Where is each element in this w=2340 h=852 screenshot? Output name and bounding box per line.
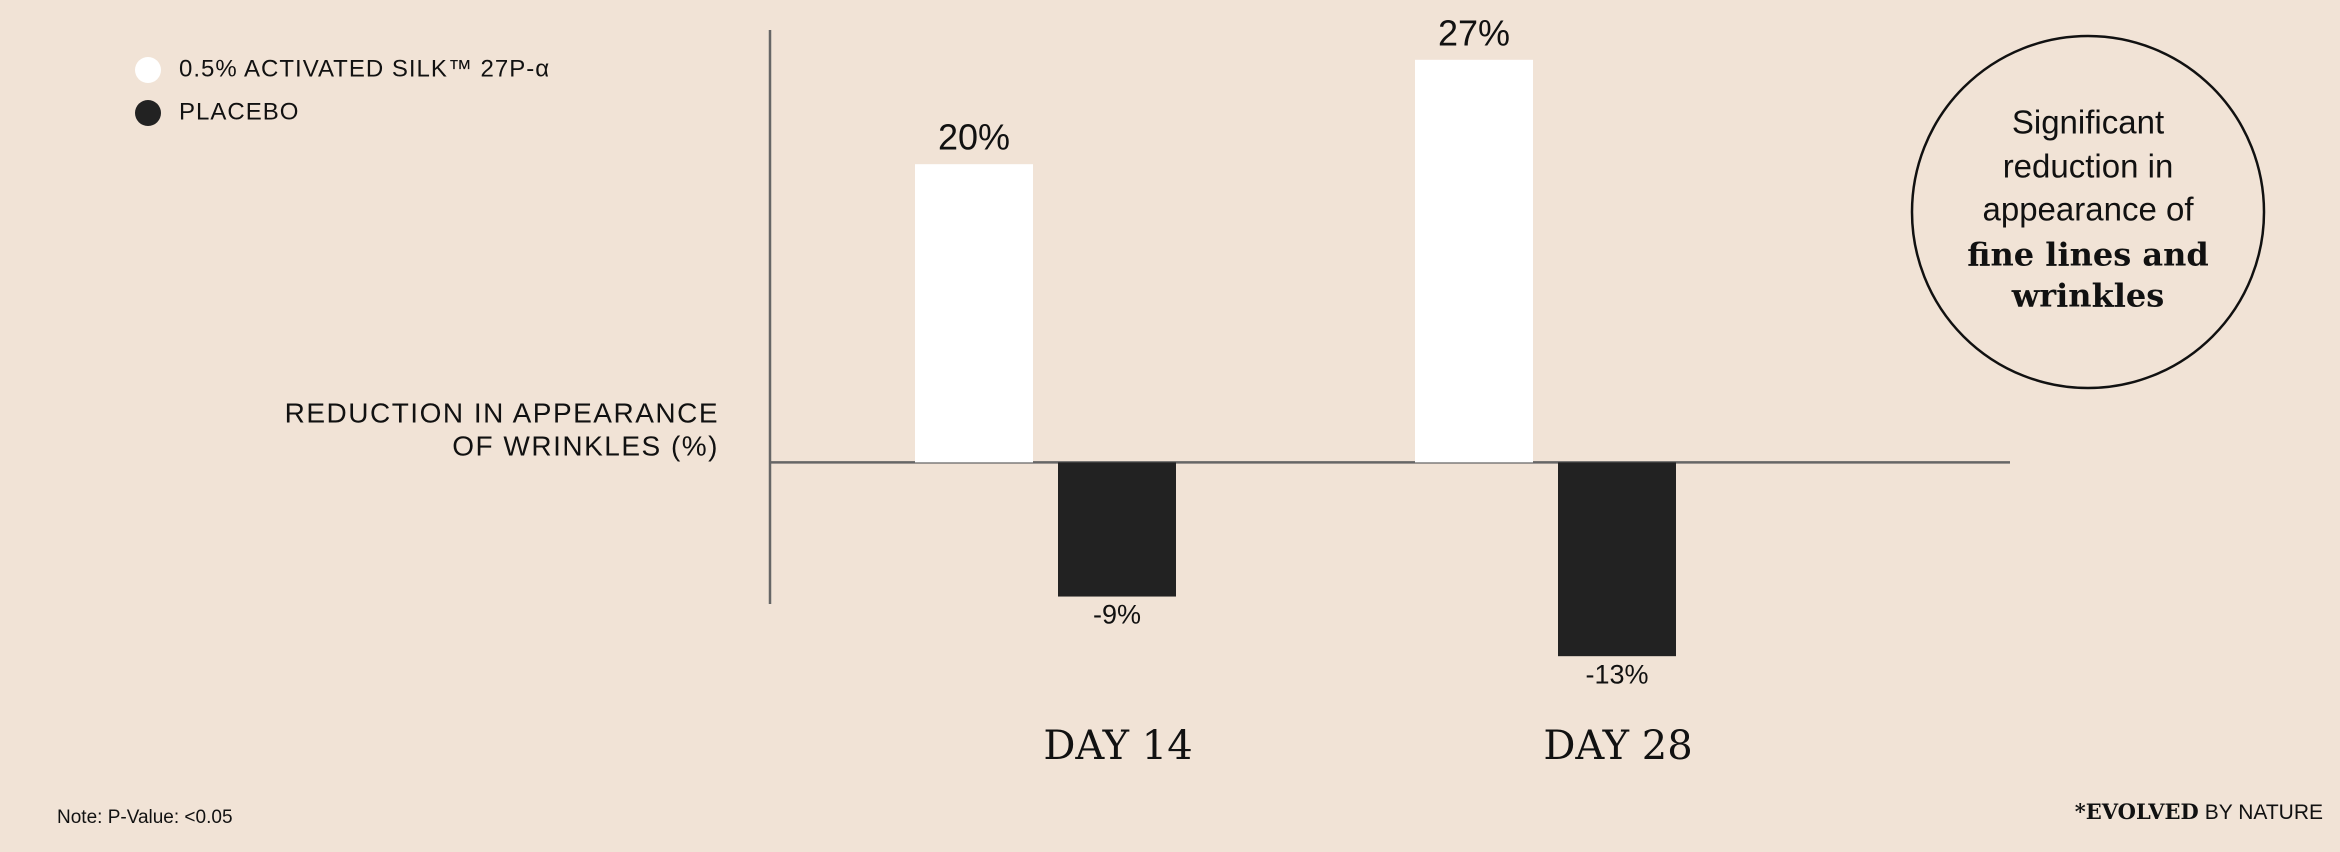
callout-emphasis: wrinkles: [2011, 277, 2165, 315]
callout-text: appearance of: [1982, 191, 2194, 228]
legend-label: PLACEBO: [179, 98, 299, 125]
legend-swatch: [135, 57, 161, 83]
callout-text: reduction in: [2003, 148, 2174, 185]
value-label: -9%: [1093, 600, 1141, 630]
legend-swatch: [135, 100, 161, 126]
logo-bold: EVOLVED: [2086, 799, 2199, 824]
x-tick-label: DAY 14: [1043, 723, 1192, 769]
value-label: 27%: [1438, 12, 1510, 53]
callout-text: Significant: [2012, 104, 2164, 141]
bar: [1058, 462, 1176, 597]
bar: [1558, 462, 1676, 657]
note: Note: P-Value: <0.05: [57, 807, 233, 828]
logo-mark: *: [2075, 799, 2086, 824]
callout-emphasis: fine lines and: [1967, 236, 2209, 274]
callout-circle: [1910, 34, 2266, 390]
x-tick-label: DAY 28: [1543, 723, 1692, 769]
y-axis-label: OF WRINKLES (%): [452, 430, 719, 461]
y-axis-label: REDUCTION IN APPEARANCE: [285, 397, 719, 428]
legend-label: 0.5% ACTIVATED SILK™ 27P-α: [179, 55, 550, 82]
logo-rest: BY NATURE: [2205, 801, 2323, 824]
bar: [1415, 59, 1533, 463]
value-label: 20%: [938, 117, 1010, 158]
value-label: -13%: [1585, 659, 1648, 689]
logo: *EVOLVED BY NATURE: [2075, 799, 2323, 824]
bar: [915, 164, 1033, 463]
